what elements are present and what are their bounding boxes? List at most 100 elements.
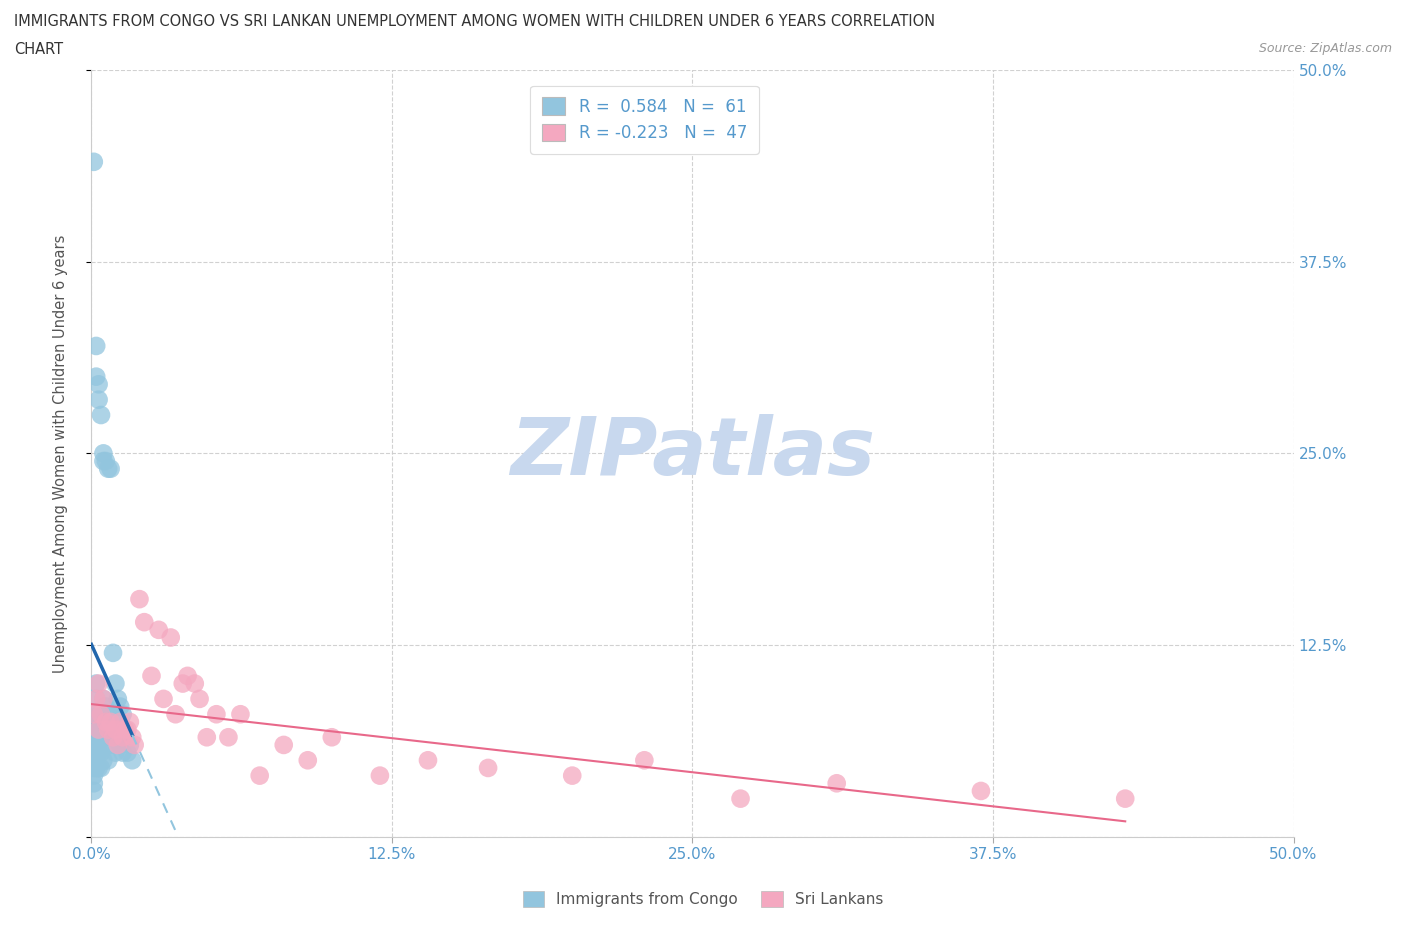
- Point: [118, 714, 141, 729]
- Point: [93, 692, 115, 707]
- Point: [321, 730, 343, 745]
- Point: [134, 615, 156, 630]
- Point: [97, 730, 120, 745]
- Point: [176, 669, 198, 684]
- Point: [87, 392, 110, 407]
- Point: [84, 730, 107, 745]
- Point: [84, 761, 107, 776]
- Point: [730, 791, 752, 806]
- Point: [93, 446, 115, 461]
- Point: [83, 707, 105, 722]
- Point: [195, 730, 218, 745]
- Point: [104, 676, 127, 691]
- Point: [249, 768, 271, 783]
- Point: [83, 783, 105, 798]
- Point: [87, 761, 110, 776]
- Point: [561, 768, 583, 783]
- Point: [148, 622, 170, 637]
- Point: [87, 737, 110, 752]
- Point: [104, 707, 127, 722]
- Point: [1114, 791, 1136, 806]
- Point: [87, 723, 110, 737]
- Point: [100, 714, 122, 729]
- Point: [121, 753, 143, 768]
- Point: [87, 745, 110, 760]
- Point: [188, 692, 211, 707]
- Point: [100, 714, 122, 729]
- Point: [83, 707, 105, 722]
- Point: [84, 339, 107, 353]
- Point: [141, 669, 163, 684]
- Point: [101, 645, 124, 660]
- Point: [111, 745, 134, 760]
- Point: [110, 699, 132, 714]
- Point: [297, 753, 319, 768]
- Point: [84, 692, 107, 707]
- Point: [94, 723, 117, 737]
- Point: [87, 723, 110, 737]
- Point: [111, 707, 134, 722]
- Text: IMMIGRANTS FROM CONGO VS SRI LANKAN UNEMPLOYMENT AMONG WOMEN WITH CHILDREN UNDER: IMMIGRANTS FROM CONGO VS SRI LANKAN UNEM…: [14, 14, 935, 29]
- Point: [90, 745, 112, 760]
- Point: [117, 723, 139, 737]
- Point: [93, 692, 115, 707]
- Y-axis label: Unemployment Among Women with Children Under 6 years: Unemployment Among Women with Children U…: [53, 234, 67, 672]
- Point: [104, 723, 127, 737]
- Point: [97, 461, 120, 476]
- Point: [83, 737, 105, 752]
- Point: [205, 707, 228, 722]
- Point: [110, 714, 132, 729]
- Point: [107, 737, 129, 752]
- Point: [114, 723, 136, 737]
- Point: [87, 707, 110, 722]
- Point: [114, 723, 136, 737]
- Point: [184, 676, 207, 691]
- Point: [229, 707, 252, 722]
- Point: [93, 454, 115, 469]
- Point: [104, 745, 127, 760]
- Text: Source: ZipAtlas.com: Source: ZipAtlas.com: [1258, 42, 1392, 55]
- Point: [118, 737, 141, 752]
- Point: [94, 714, 117, 729]
- Point: [416, 753, 439, 768]
- Point: [477, 761, 499, 776]
- Point: [124, 737, 146, 752]
- Point: [217, 730, 239, 745]
- Point: [152, 692, 174, 707]
- Legend: R =  0.584   N =  61, R = -0.223   N =  47: R = 0.584 N = 61, R = -0.223 N = 47: [530, 86, 759, 153]
- Point: [273, 737, 295, 752]
- Point: [93, 714, 115, 729]
- Point: [101, 723, 124, 737]
- Point: [84, 676, 107, 691]
- Point: [93, 730, 115, 745]
- Point: [107, 692, 129, 707]
- Point: [110, 737, 132, 752]
- Point: [83, 745, 105, 760]
- Point: [94, 454, 117, 469]
- Point: [97, 753, 120, 768]
- Point: [87, 377, 110, 392]
- Point: [633, 753, 655, 768]
- Point: [94, 699, 117, 714]
- Point: [97, 707, 120, 722]
- Point: [90, 761, 112, 776]
- Point: [970, 783, 993, 798]
- Point: [84, 369, 107, 384]
- Point: [97, 723, 120, 737]
- Point: [83, 768, 105, 783]
- Point: [101, 730, 124, 745]
- Text: ZIPatlas: ZIPatlas: [510, 415, 875, 492]
- Point: [111, 730, 134, 745]
- Text: CHART: CHART: [14, 42, 63, 57]
- Point: [84, 714, 107, 729]
- Point: [84, 745, 107, 760]
- Point: [368, 768, 391, 783]
- Point: [172, 676, 194, 691]
- Point: [83, 753, 105, 768]
- Point: [90, 730, 112, 745]
- Point: [90, 707, 112, 722]
- Point: [87, 676, 110, 691]
- Point: [159, 631, 181, 645]
- Point: [121, 730, 143, 745]
- Point: [825, 776, 848, 790]
